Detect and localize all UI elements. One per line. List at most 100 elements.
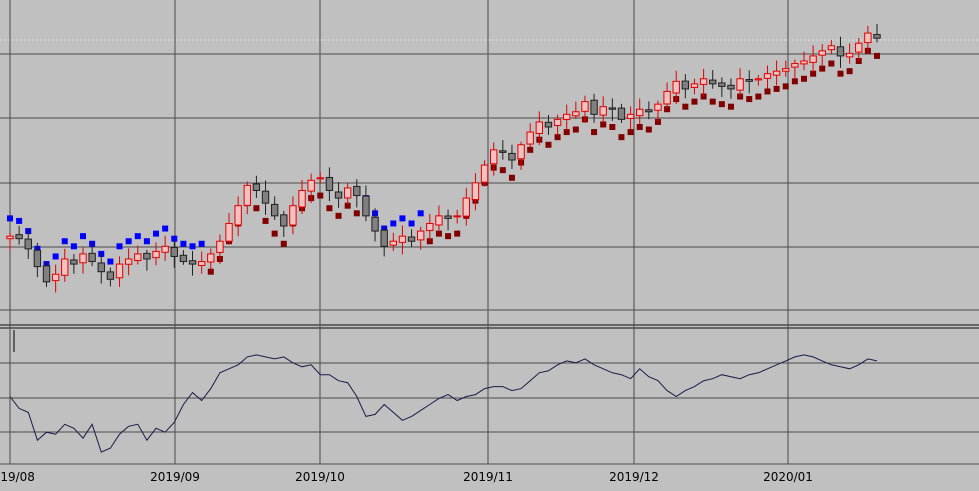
candle-down	[325, 176, 334, 191]
candle-up	[864, 32, 872, 44]
stop-marker-up	[682, 103, 689, 110]
stop-marker-up	[636, 124, 643, 130]
candle-up	[416, 230, 425, 241]
candle-down	[371, 216, 379, 232]
candle-down	[106, 271, 115, 280]
candle-down	[873, 34, 881, 39]
stop-marker-up	[335, 212, 342, 219]
candlesticks	[6, 23, 881, 293]
candle-up	[316, 177, 324, 180]
x-tick-label: 2019/12	[609, 470, 659, 484]
candle-up	[289, 205, 297, 226]
stop-marker-up	[755, 93, 762, 100]
candle-down	[508, 152, 516, 161]
stop-marker-up	[737, 93, 744, 100]
candle-up	[243, 184, 251, 206]
stop-marker-down	[125, 238, 132, 245]
candle-up	[535, 121, 544, 135]
candle-up	[526, 131, 534, 145]
stop-marker-down	[107, 258, 114, 265]
stop-marker-up	[563, 129, 570, 136]
chart-grid	[0, 0, 979, 465]
candle-up	[699, 78, 708, 85]
candle-up	[307, 179, 315, 192]
stop-marker-up	[773, 85, 780, 92]
candle-up	[453, 215, 461, 218]
candle-up	[553, 118, 562, 126]
stop-marker-up	[645, 126, 652, 133]
candle-up	[636, 108, 644, 117]
candle-down	[681, 80, 690, 90]
stop-marker-down	[162, 225, 169, 232]
stop-marker-up	[837, 70, 844, 77]
stop-marker-down	[189, 243, 196, 250]
candle-down	[15, 234, 23, 240]
stop-marker-up	[691, 98, 698, 105]
candle-down	[617, 107, 626, 120]
candle-down	[252, 183, 261, 191]
candle-up	[827, 45, 836, 51]
candle-down	[97, 262, 105, 273]
stop-marker-down	[16, 217, 23, 224]
candle-down	[444, 215, 452, 219]
candle-up	[772, 70, 781, 76]
stop-marker-down	[116, 243, 123, 250]
stop-marker-up	[426, 238, 433, 245]
candle-up	[79, 253, 87, 264]
candle-up	[626, 113, 635, 119]
candle-up	[581, 101, 589, 112]
candle-up	[398, 235, 407, 243]
stop-marker-down	[417, 210, 424, 217]
stop-marker-up	[782, 83, 789, 90]
stop-marker-up	[709, 98, 716, 105]
candle-up	[763, 73, 772, 79]
candle-up	[490, 149, 498, 165]
candle-down	[24, 238, 32, 250]
stop-marker-up	[700, 93, 707, 100]
candle-up	[754, 78, 763, 81]
x-tick-label: 2020/01	[763, 470, 813, 484]
stop-marker-up	[746, 96, 753, 103]
candle-up	[51, 273, 60, 282]
candle-down	[334, 191, 343, 199]
x-tick-label: 2019/09	[150, 470, 200, 484]
candle-up	[234, 205, 242, 226]
candle-down	[353, 185, 361, 197]
stop-marker-up	[508, 174, 515, 181]
stop-marker-down	[408, 220, 415, 227]
stop-marker-up	[791, 78, 798, 85]
candle-up	[800, 60, 808, 65]
candle-up	[572, 111, 580, 117]
candle-up	[563, 113, 571, 120]
stop-marker-up	[718, 101, 725, 108]
candle-down	[590, 99, 598, 115]
candle-up	[115, 263, 124, 279]
price-panel	[6, 23, 881, 293]
candle-up	[517, 144, 525, 160]
candle-up	[690, 83, 699, 88]
stop-marker-up	[627, 129, 634, 136]
candle-down	[261, 190, 270, 204]
candle-up	[855, 42, 863, 53]
candle-up	[663, 90, 671, 105]
stop-marker-up	[262, 217, 269, 224]
stop-marker-up	[499, 167, 506, 174]
candle-down	[188, 260, 197, 265]
stop-marker-up	[800, 75, 807, 82]
stop-marker-down	[80, 233, 87, 240]
stop-marker-up	[344, 202, 351, 209]
candle-down	[608, 107, 617, 110]
stop-marker-down	[180, 240, 187, 247]
candle-down	[709, 79, 717, 85]
candle-up	[161, 245, 169, 253]
candle-up	[471, 182, 480, 201]
candle-down	[170, 246, 178, 257]
stop-marker-down	[52, 253, 59, 260]
candle-up	[197, 261, 206, 266]
stop-marker-down	[134, 233, 141, 240]
candle-down	[499, 150, 507, 153]
candle-down	[745, 79, 753, 82]
stop-marker-up	[527, 146, 534, 153]
stop-marker-down	[70, 243, 77, 250]
candle-down	[407, 236, 416, 242]
